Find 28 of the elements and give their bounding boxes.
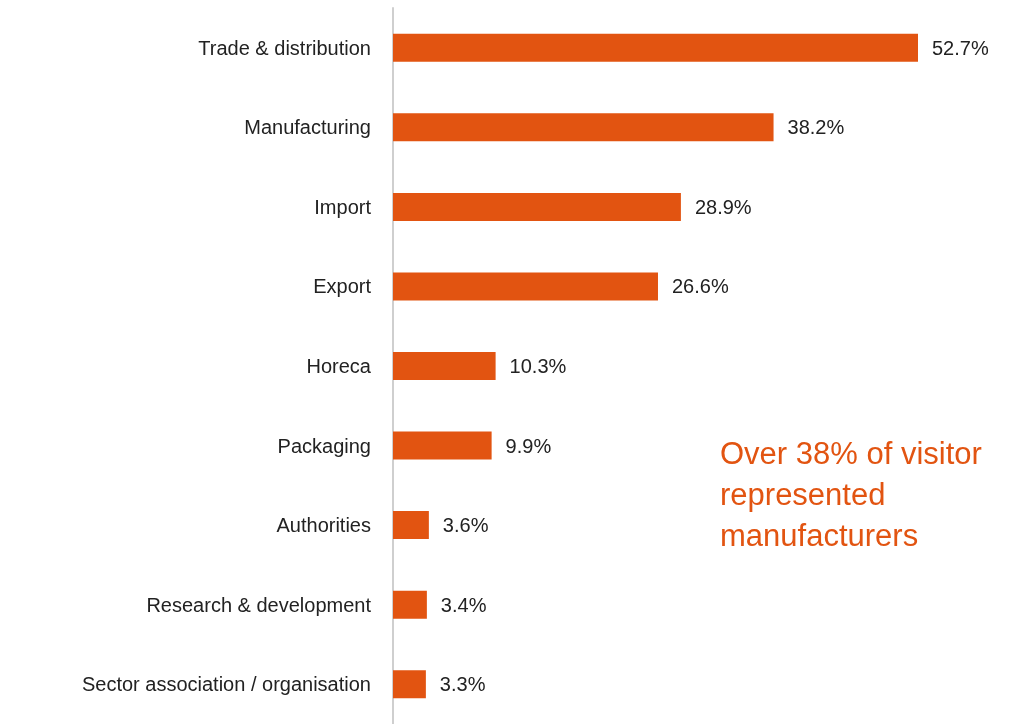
y-tick-label: Trade & distribution	[198, 36, 371, 59]
data-label: 9.9%	[505, 434, 552, 457]
y-tick-label: Authorities	[276, 514, 371, 537]
bar	[393, 670, 426, 699]
bar	[393, 192, 681, 221]
y-tick-label: Horeca	[306, 355, 372, 377]
data-label: 3.4%	[440, 593, 487, 616]
data-label: 52.7%	[932, 36, 989, 59]
data-label: 26.6%	[671, 275, 729, 298]
y-tick-label: Research & development	[146, 593, 372, 616]
data-label: 3.3%	[439, 673, 486, 696]
data-label: 3.6%	[442, 514, 489, 537]
bar	[393, 511, 429, 540]
bar	[393, 431, 492, 460]
data-label: 10.3%	[509, 355, 567, 377]
data-label: 28.9%	[694, 195, 752, 218]
y-tick-label: Sector association / organisation	[81, 673, 371, 696]
bar	[393, 272, 658, 301]
y-tick-label: Packaging	[277, 434, 371, 457]
annotation: Over 38% of visitor represented manufacturers	[720, 436, 991, 553]
y-tick-label: Manufacturing	[244, 116, 371, 139]
data-label: 38.2%	[787, 116, 845, 139]
bar	[393, 590, 427, 619]
bar	[393, 33, 918, 62]
bar	[393, 352, 496, 380]
y-tick-label: Export	[313, 275, 372, 298]
bar	[393, 113, 774, 142]
y-tick-label: Import	[314, 195, 372, 218]
